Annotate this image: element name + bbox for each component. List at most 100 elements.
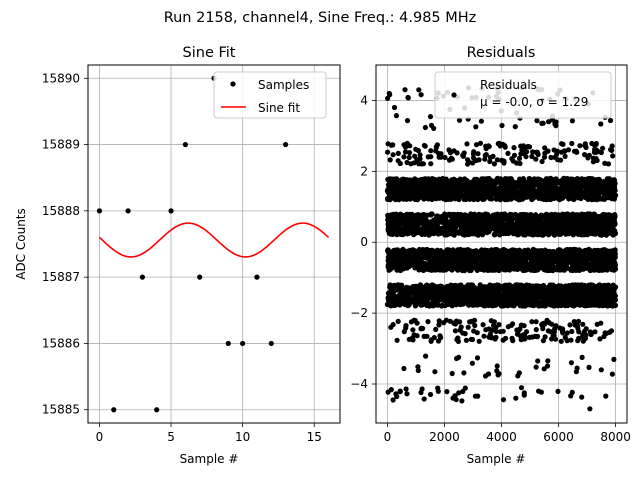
residual-point bbox=[403, 224, 409, 230]
residual-point bbox=[606, 188, 612, 194]
sine-fit-title: Sine Fit bbox=[183, 45, 236, 61]
sample-point bbox=[225, 340, 231, 347]
residual-point bbox=[459, 255, 465, 261]
residual-point bbox=[424, 224, 430, 230]
residual-point bbox=[404, 258, 410, 264]
residual-point bbox=[386, 221, 392, 227]
sample-point bbox=[282, 141, 289, 148]
residual-point bbox=[547, 196, 553, 202]
residual-point bbox=[451, 176, 457, 182]
residual-point bbox=[479, 215, 485, 221]
residual-point bbox=[557, 261, 563, 267]
residual-point bbox=[388, 182, 395, 188]
residual-point bbox=[509, 224, 515, 230]
residual-point bbox=[395, 221, 401, 227]
residual-point bbox=[569, 214, 576, 221]
residual-point bbox=[509, 257, 515, 263]
residual-point bbox=[573, 254, 579, 260]
residual-point bbox=[474, 176, 480, 182]
residual-point bbox=[608, 265, 614, 271]
sample-point bbox=[125, 208, 131, 214]
residual-point bbox=[449, 249, 455, 255]
residual-point bbox=[458, 182, 464, 188]
residual-point bbox=[565, 256, 571, 262]
residual-point bbox=[473, 189, 479, 195]
residual-point bbox=[549, 182, 555, 188]
residual-point bbox=[457, 193, 463, 199]
x-tick-label: 15 bbox=[307, 430, 322, 444]
sine-fit-plot-area bbox=[96, 75, 330, 413]
residual-point bbox=[475, 221, 481, 227]
residual-point bbox=[491, 267, 497, 273]
residual-point bbox=[456, 219, 462, 225]
residual-point bbox=[492, 249, 498, 255]
residual-point bbox=[412, 227, 418, 233]
residual-point bbox=[385, 228, 392, 234]
residual-point bbox=[474, 249, 480, 255]
residual-point bbox=[588, 256, 594, 262]
residual-point bbox=[425, 185, 431, 191]
residual-point bbox=[540, 185, 546, 191]
residual-point bbox=[442, 260, 448, 266]
residual-point bbox=[448, 195, 454, 201]
residual-point bbox=[520, 211, 526, 218]
residual-point bbox=[576, 250, 583, 256]
y-tick-label: −2 bbox=[350, 306, 368, 320]
residual-point bbox=[484, 264, 490, 271]
sample-point bbox=[96, 208, 103, 214]
residual-point bbox=[528, 267, 534, 273]
residual-point bbox=[481, 195, 487, 201]
residual-point bbox=[444, 251, 450, 257]
residual-point bbox=[396, 231, 402, 237]
residual-point bbox=[566, 191, 573, 197]
residual-point bbox=[485, 190, 491, 196]
sine-fit-legend: Samples Sine fit bbox=[213, 71, 327, 119]
residual-point bbox=[588, 178, 594, 184]
residual-point bbox=[437, 266, 443, 272]
residual-point bbox=[462, 221, 468, 227]
residual-point bbox=[505, 177, 511, 183]
residual-point bbox=[461, 262, 468, 268]
residual-point bbox=[497, 185, 503, 191]
residual-point bbox=[534, 181, 540, 187]
residual-point bbox=[390, 176, 396, 182]
residual-point bbox=[607, 220, 613, 226]
residual-point bbox=[550, 192, 556, 198]
residual-point bbox=[535, 216, 541, 222]
residual-point bbox=[573, 219, 579, 225]
residual-point bbox=[437, 260, 443, 267]
residual-point bbox=[426, 176, 432, 182]
residual-point bbox=[450, 212, 456, 219]
residual-point bbox=[438, 178, 444, 184]
residual-point bbox=[432, 194, 438, 200]
residual-point bbox=[501, 252, 507, 258]
residual-point bbox=[469, 192, 475, 198]
residual-point bbox=[472, 226, 478, 232]
y-tick-label: 15885 bbox=[42, 403, 80, 417]
sample-point bbox=[154, 407, 160, 413]
residual-point bbox=[468, 211, 474, 217]
residual-point bbox=[504, 188, 510, 194]
residual-point bbox=[559, 221, 565, 227]
residual-point bbox=[487, 226, 493, 232]
residual-point bbox=[479, 177, 485, 183]
residual-point bbox=[518, 227, 524, 233]
residual-point bbox=[510, 188, 516, 194]
residual-point bbox=[435, 186, 441, 192]
residual-point bbox=[558, 231, 564, 237]
residual-point bbox=[549, 222, 555, 228]
residual-point bbox=[465, 257, 471, 263]
residual-point bbox=[468, 227, 474, 233]
residual-point bbox=[494, 176, 500, 182]
y-tick-label: 15886 bbox=[42, 336, 80, 350]
residual-point bbox=[392, 185, 398, 191]
residual-point bbox=[594, 191, 600, 197]
residual-point bbox=[443, 177, 449, 183]
sample-point bbox=[182, 141, 188, 148]
residual-point bbox=[518, 186, 525, 192]
residuals-grid bbox=[376, 65, 627, 423]
residual-point bbox=[601, 193, 608, 200]
